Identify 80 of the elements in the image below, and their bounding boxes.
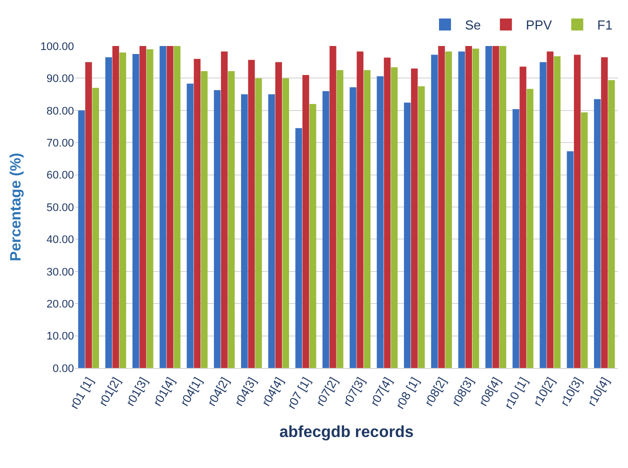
y-axis-title: Percentage (%): [8, 152, 25, 262]
legend-label: PPV: [526, 18, 552, 33]
bar: [146, 49, 154, 368]
bar: [574, 54, 581, 368]
bar: [512, 109, 520, 368]
bar: [78, 110, 85, 368]
bar: [458, 51, 465, 368]
bar: [566, 151, 574, 368]
bar: [228, 71, 235, 368]
bar: [608, 80, 615, 368]
bar: [350, 87, 356, 368]
bar: [411, 68, 418, 368]
legend-label: F1: [597, 18, 612, 33]
bar: [580, 112, 588, 368]
x-tick-label: r08 [1]: [393, 374, 422, 412]
y-tick-label: 10.00: [46, 330, 74, 343]
bar: [364, 70, 370, 368]
bar: [554, 56, 561, 368]
bar: [322, 91, 330, 368]
bar: [174, 46, 180, 368]
x-tick-label: r10 [1]: [502, 374, 531, 412]
bar: [472, 48, 480, 368]
bar: [214, 90, 221, 368]
bar: [485, 46, 492, 368]
bar: [92, 88, 99, 368]
bar: [119, 52, 126, 368]
bar: [492, 46, 500, 368]
bar: [186, 84, 194, 368]
y-tick-label: 60.00: [46, 170, 74, 182]
bar: [302, 74, 310, 368]
bar: [200, 71, 208, 368]
y-tick-label: 0.00: [52, 362, 74, 375]
bar: [112, 46, 120, 368]
y-tick-label: 80.00: [46, 105, 74, 118]
y-tick-label: 40.00: [46, 234, 74, 246]
bar: [220, 51, 228, 368]
bar: [160, 46, 166, 368]
bar: [526, 88, 534, 368]
bar: [282, 78, 290, 368]
bar: [376, 76, 384, 368]
x-tick-label: r07 [1]: [284, 374, 314, 412]
x-axis-title: abfecgdb records: [279, 424, 414, 442]
bar: [105, 57, 112, 368]
bar: [520, 66, 526, 368]
bar: [309, 104, 316, 368]
bar: [330, 46, 336, 368]
y-tick-label: 70.00: [46, 137, 74, 150]
bar: [255, 78, 262, 368]
bar: [445, 51, 452, 368]
bar: [268, 94, 275, 368]
bar: [336, 70, 344, 368]
y-tick-label: 20.00: [46, 298, 74, 310]
y-tick-label: 100.00: [40, 40, 74, 53]
bar: [465, 46, 472, 368]
bar: [356, 51, 364, 368]
legend-label: Se: [465, 18, 481, 33]
bar: [390, 67, 398, 368]
bar: [194, 58, 201, 368]
bar: [601, 57, 608, 368]
bar: [275, 62, 282, 368]
bar: [431, 54, 438, 368]
bar: [546, 51, 554, 368]
bar: [418, 86, 425, 368]
y-tick-label: 30.00: [46, 266, 74, 278]
bar: [132, 54, 140, 368]
bar: [500, 46, 506, 368]
bar: [295, 128, 302, 368]
y-tick-label: 50.00: [46, 202, 74, 214]
bar: [85, 62, 92, 368]
bar: [438, 46, 445, 368]
y-tick-label: 90.00: [46, 73, 74, 86]
bar: [248, 60, 255, 368]
bar: [384, 58, 391, 368]
bar: [166, 46, 174, 368]
bar: [540, 62, 546, 368]
x-tick-label: r01 [1]: [67, 374, 96, 412]
bar: [140, 46, 146, 368]
bar: [241, 94, 248, 368]
bar: [404, 102, 411, 368]
bar: [594, 99, 601, 368]
